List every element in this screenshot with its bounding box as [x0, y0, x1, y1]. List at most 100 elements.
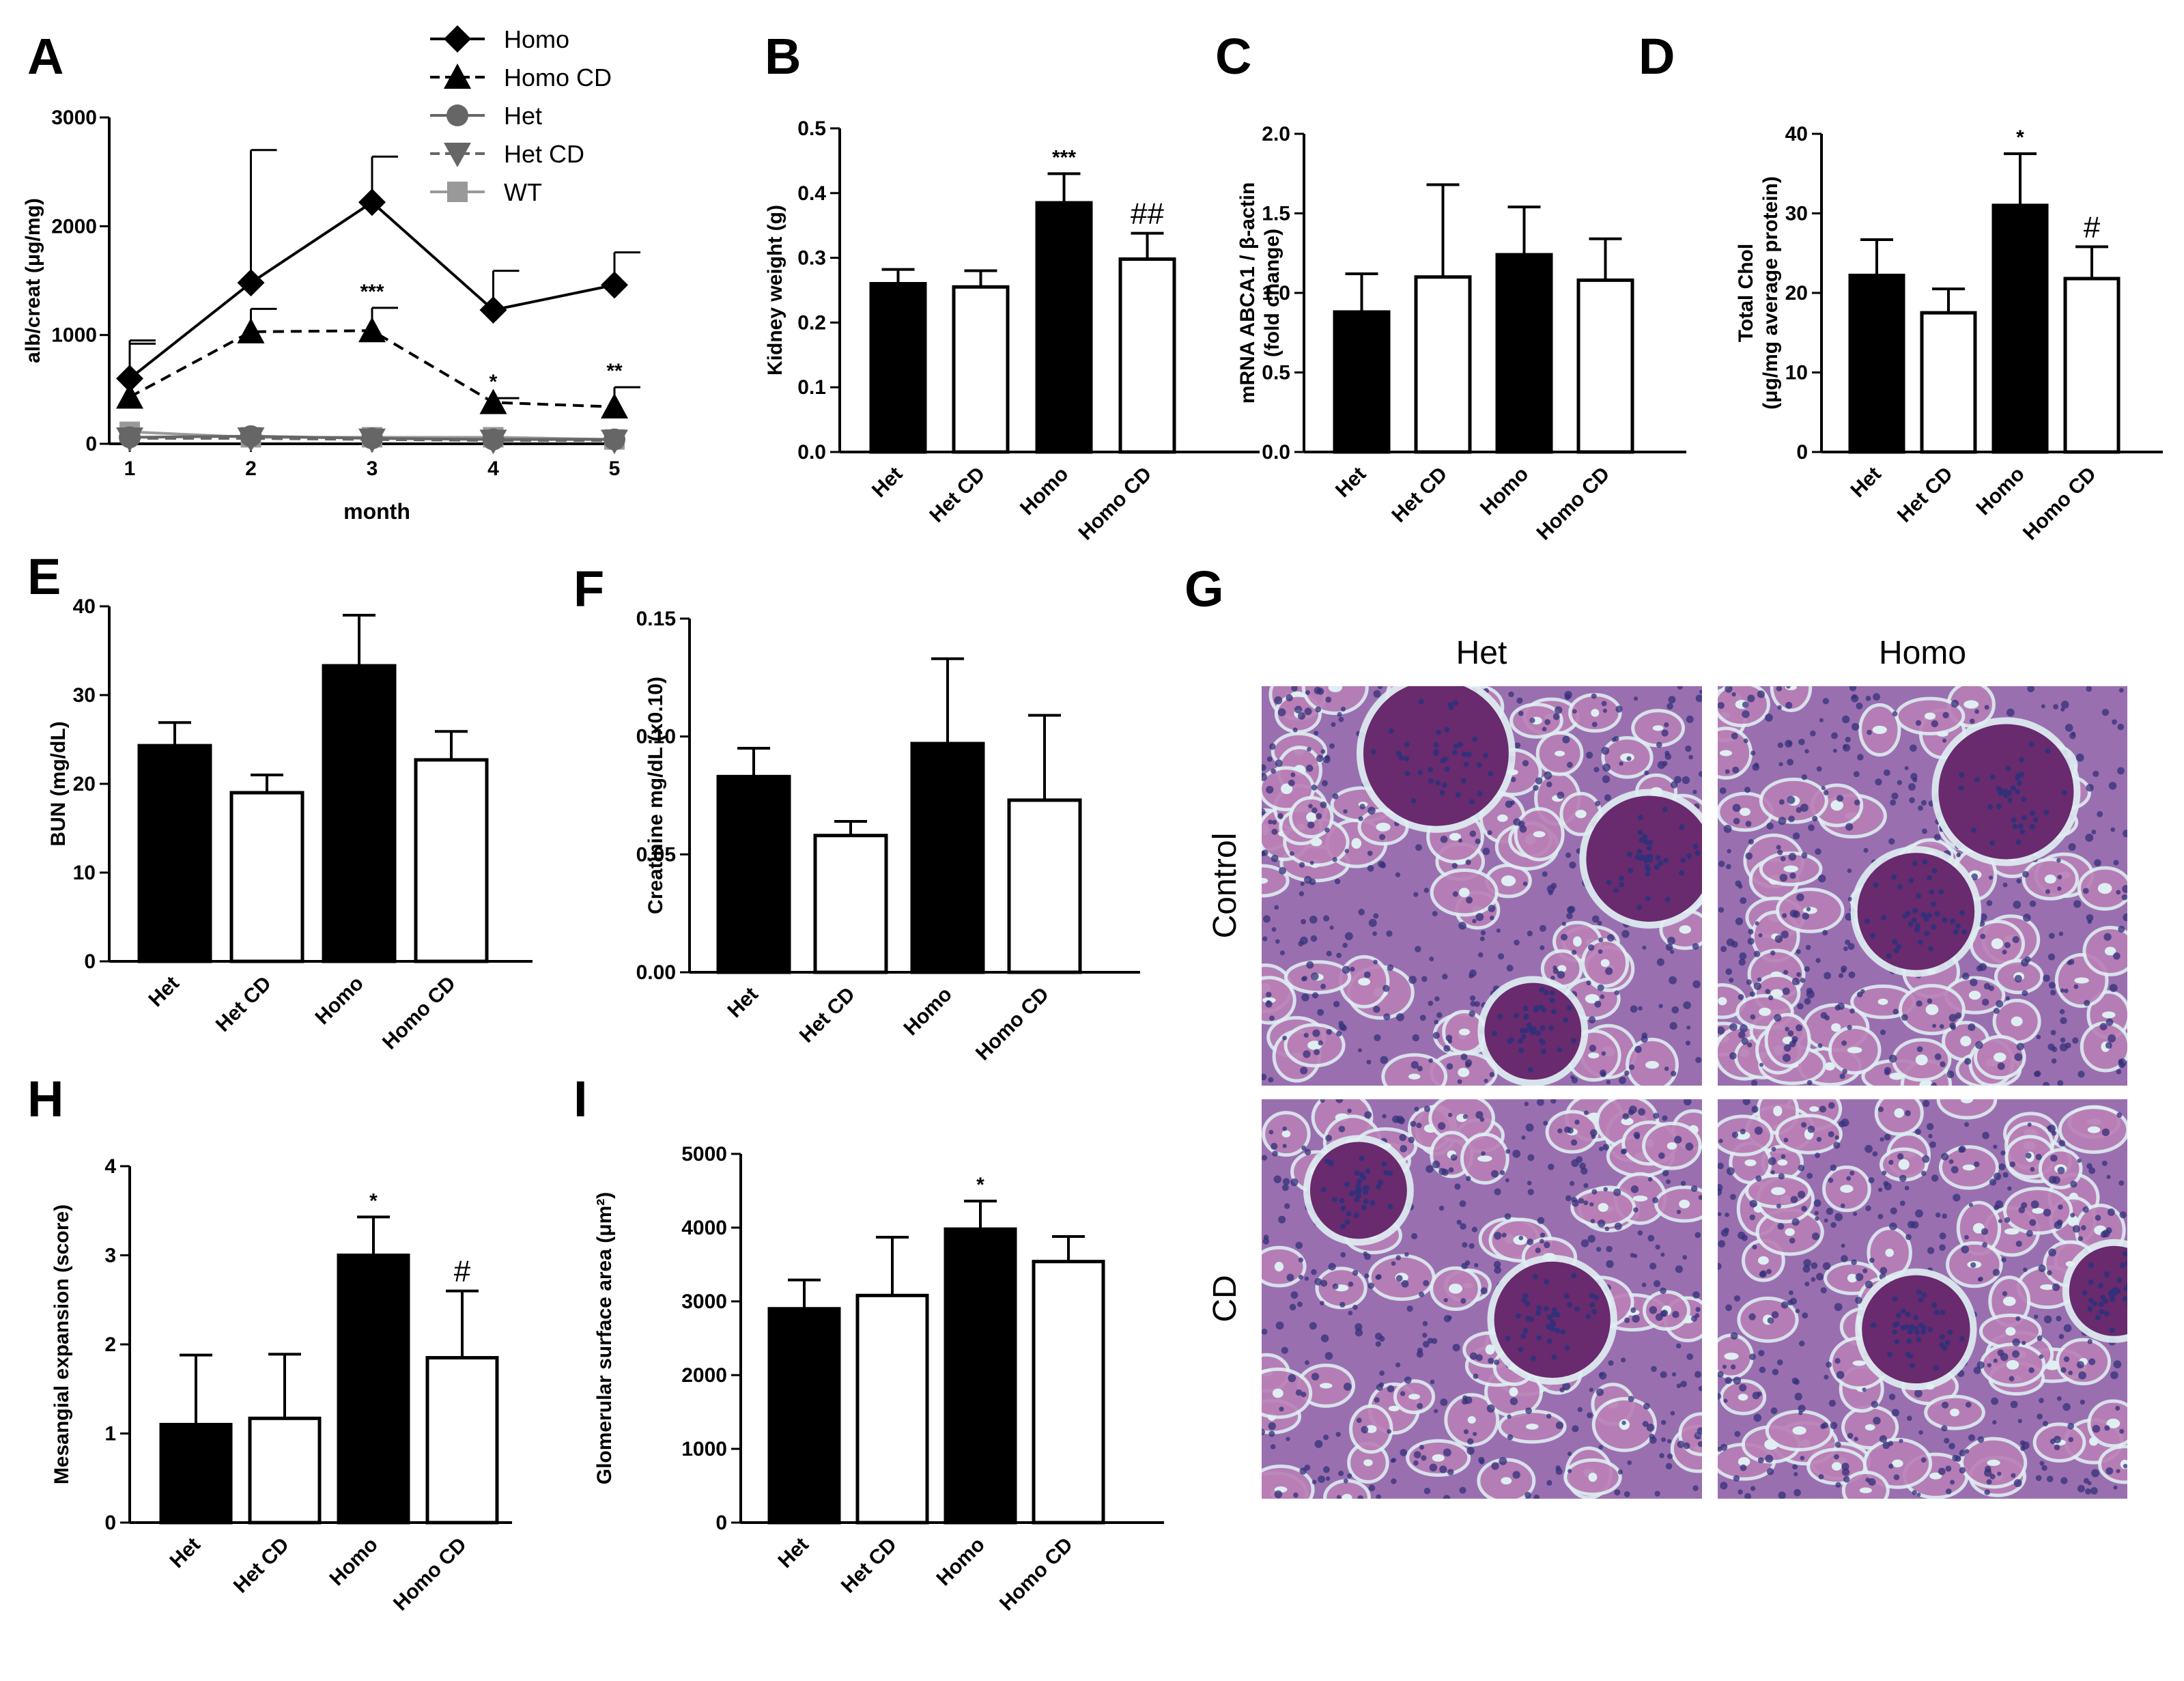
nucleus: [1540, 945, 1545, 950]
nucleus: [1301, 1145, 1307, 1150]
nucleus: [1475, 1354, 1483, 1361]
bar-homo: [944, 1227, 1017, 1525]
nucleus: [1908, 877, 1914, 884]
nucleus: [1804, 966, 1810, 972]
nucleus: [1916, 893, 1922, 899]
nucleus: [1564, 1345, 1570, 1351]
nucleus: [1642, 834, 1648, 840]
nucleus: [1346, 1211, 1352, 1217]
nucleus: [1268, 1077, 1274, 1083]
nucleus: [1451, 862, 1458, 869]
nucleus: [1428, 1000, 1434, 1006]
nucleus: [1269, 1015, 1275, 1021]
nucleus: [2019, 829, 2026, 835]
nucleus: [1815, 848, 1821, 855]
nucleus: [1845, 736, 1851, 743]
nucleus: [1576, 1156, 1583, 1163]
nucleus: [1480, 1287, 1488, 1295]
nucleus: [1733, 1475, 1740, 1482]
nucleus: [1995, 1200, 2004, 1209]
nucleus: [1670, 950, 1675, 955]
nucleus: [1870, 933, 1876, 939]
nucleus: [1638, 1108, 1646, 1116]
nucleus: [1490, 1170, 1499, 1178]
nucleus: [2077, 1484, 2085, 1493]
nucleus: [1804, 1282, 1810, 1287]
nucleus: [1676, 1209, 1682, 1215]
nucleus: [1810, 730, 1816, 737]
nucleus: [1845, 823, 1854, 831]
nucleus: [1847, 1432, 1854, 1439]
nucleus: [1854, 1437, 1858, 1441]
nucleus: [1802, 1265, 1811, 1273]
nucleus: [2032, 817, 2039, 823]
nucleus: [1744, 1493, 1752, 1499]
nucleus: [1543, 1305, 1549, 1312]
nucleus: [1892, 1008, 1899, 1015]
nucleus: [1376, 1274, 1382, 1280]
tubule-lumen: [1365, 1425, 1377, 1433]
nucleus: [1948, 1013, 1957, 1022]
nucleus: [1939, 1232, 1946, 1240]
tubule-lumen: [1847, 1273, 1858, 1283]
nucleus: [1647, 1234, 1655, 1242]
tubule-lumen: [1645, 1060, 1660, 1069]
nucleus: [2042, 1421, 2048, 1426]
nucleus: [1438, 1205, 1445, 1211]
nucleus: [1524, 1492, 1531, 1499]
nucleus: [2058, 1140, 2066, 1147]
nucleus: [1379, 834, 1386, 840]
nucleus: [1286, 1437, 1290, 1441]
nucleus: [1623, 1491, 1630, 1497]
nucleus: [1370, 749, 1376, 755]
nucleus: [1694, 1371, 1702, 1379]
nucleus: [1752, 1244, 1757, 1249]
nucleus: [1432, 1160, 1441, 1169]
nucleus: [1888, 1394, 1896, 1400]
nucleus: [1658, 1004, 1663, 1008]
nucleus: [1591, 722, 1598, 728]
tubule-lumen: [1448, 1283, 1463, 1294]
nucleus: [1463, 761, 1469, 767]
nucleus: [1679, 824, 1685, 830]
nucleus: [2002, 882, 2008, 888]
nucleus: [1843, 946, 1848, 951]
x-category-label: Homo CD: [389, 1534, 471, 1615]
nucleus: [1787, 759, 1794, 766]
y-tick-label: 0: [85, 433, 97, 455]
nucleus: [2095, 1215, 2101, 1221]
nucleus: [1505, 1148, 1510, 1154]
nucleus: [1653, 1280, 1661, 1288]
tubule-lumen: [1898, 1159, 1910, 1170]
nucleus: [1766, 822, 1774, 830]
nucleus: [1733, 817, 1740, 825]
nucleus: [1916, 1046, 1923, 1052]
nucleus: [1555, 1312, 1561, 1318]
nucleus: [2135, 1288, 2140, 1293]
nucleus: [1982, 998, 1989, 1006]
nucleus: [2053, 704, 2058, 709]
nucleus: [1432, 1032, 1440, 1039]
x-category-label: Homo: [1016, 463, 1073, 520]
tubule-lumen: [1915, 1054, 1928, 1066]
nucleus: [1279, 1407, 1284, 1412]
nucleus: [1782, 987, 1790, 995]
nucleus: [1560, 933, 1568, 941]
nucleus: [2123, 1286, 2127, 1292]
nucleus: [1953, 1193, 1961, 1202]
tubule-lumen: [1458, 1067, 1470, 1077]
nucleus: [1670, 781, 1678, 789]
nucleus: [2016, 1043, 2024, 1051]
nucleus: [1630, 1185, 1639, 1193]
nucleus: [1506, 964, 1514, 972]
nucleus: [1938, 1467, 1946, 1475]
nucleus: [2056, 858, 2061, 863]
nucleus: [1606, 1079, 1611, 1085]
nucleus: [1720, 1482, 1728, 1490]
nucleus: [1546, 1314, 1552, 1320]
nucleus: [1767, 1317, 1774, 1324]
nucleus: [1378, 860, 1385, 868]
nucleus: [1959, 909, 1966, 916]
